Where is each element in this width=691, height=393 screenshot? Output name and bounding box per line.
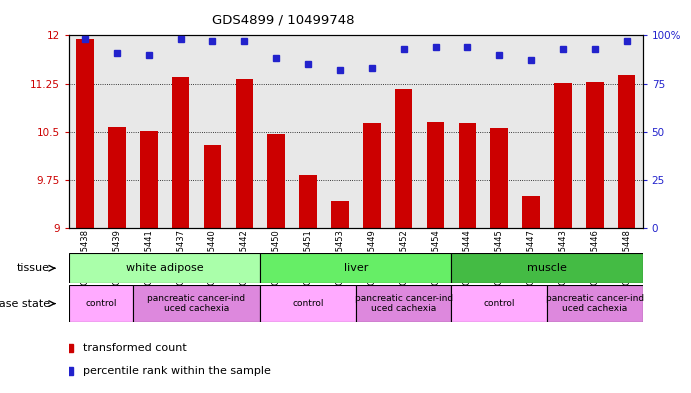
Bar — [522, 196, 540, 228]
Bar — [363, 123, 381, 228]
Text: GDS4899 / 10499748: GDS4899 / 10499748 — [212, 14, 354, 27]
Bar — [204, 145, 221, 228]
Bar — [261, 285, 356, 322]
Text: pancreatic cancer-ind
uced cachexia: pancreatic cancer-ind uced cachexia — [354, 294, 453, 313]
Bar — [554, 83, 571, 228]
Text: control: control — [85, 299, 117, 308]
Text: control: control — [292, 299, 324, 308]
Bar — [133, 285, 261, 322]
Bar — [108, 127, 126, 228]
Text: white adipose: white adipose — [126, 263, 204, 273]
Bar — [356, 285, 451, 322]
Bar — [267, 134, 285, 228]
Bar — [236, 79, 253, 228]
Text: liver: liver — [343, 263, 368, 273]
Text: tissue: tissue — [17, 263, 50, 273]
Bar — [140, 131, 158, 228]
Text: control: control — [484, 299, 515, 308]
Bar — [586, 82, 604, 228]
Bar — [69, 253, 261, 283]
Bar — [76, 39, 94, 228]
Bar — [547, 285, 643, 322]
Text: pancreatic cancer-ind
uced cachexia: pancreatic cancer-ind uced cachexia — [147, 294, 245, 313]
Text: pancreatic cancer-ind
uced cachexia: pancreatic cancer-ind uced cachexia — [546, 294, 644, 313]
Bar — [491, 129, 508, 228]
Bar — [69, 285, 133, 322]
Bar — [299, 175, 317, 228]
Bar — [427, 122, 444, 228]
Bar — [331, 201, 349, 228]
Bar — [261, 253, 451, 283]
Bar — [451, 285, 547, 322]
Bar — [451, 253, 643, 283]
Text: disease state: disease state — [0, 299, 50, 309]
Text: muscle: muscle — [527, 263, 567, 273]
Text: percentile rank within the sample: percentile rank within the sample — [84, 366, 272, 376]
Bar — [172, 77, 189, 228]
Bar — [618, 75, 636, 228]
Text: transformed count: transformed count — [84, 343, 187, 353]
Bar — [459, 123, 476, 228]
Bar — [395, 89, 413, 228]
